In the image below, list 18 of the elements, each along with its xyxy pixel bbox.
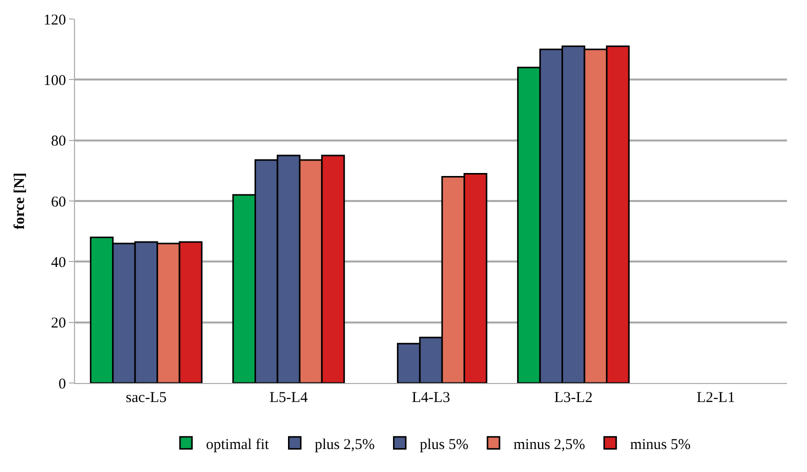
legend-label: plus 5%	[420, 436, 468, 453]
y-tick-label: 60	[51, 194, 66, 210]
legend-label: minus 5%	[630, 436, 691, 453]
legend-label: minus 2,5%	[513, 436, 586, 453]
x-tick-label: L3-L2	[554, 390, 593, 406]
y-tick-label: 0	[58, 376, 66, 392]
y-tick-label: 120	[44, 12, 66, 28]
y-axis-title: force [N]	[12, 172, 28, 230]
x-tick-label: L5-L4	[269, 390, 308, 406]
y-tick-label: 20	[51, 316, 66, 332]
y-tick-label: 80	[51, 134, 66, 150]
legend-label: plus 2,5%	[314, 436, 375, 453]
legend-label: optimal fit	[206, 436, 270, 453]
x-tick-label: L4-L3	[412, 390, 450, 406]
x-tick-label: L2-L1	[696, 390, 735, 406]
y-tick-label: 100	[44, 72, 66, 89]
x-tick-label: sac-L5	[126, 390, 167, 406]
y-tick-label: 40	[51, 254, 66, 271]
